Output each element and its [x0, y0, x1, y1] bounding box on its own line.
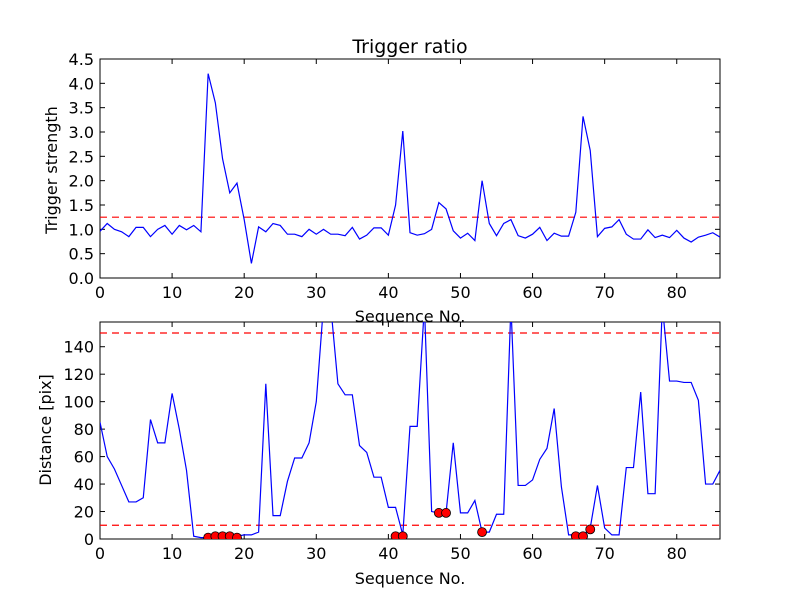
y-tick-label: 2.0	[69, 172, 94, 191]
x-tick-label: 10	[162, 283, 182, 302]
x-tick-label: 80	[667, 544, 687, 563]
data-marker	[477, 527, 487, 538]
x-axis-label: Sequence No.	[355, 569, 466, 588]
y-tick-label: 3.5	[69, 99, 94, 118]
y-tick-label: 0.0	[69, 269, 94, 288]
x-tick-label: 40	[378, 283, 398, 302]
y-tick-label: 60	[74, 448, 94, 467]
y-tick-label: 1.0	[69, 220, 94, 239]
y-tick-label: 40	[74, 475, 94, 494]
y-axis-label: Trigger strength	[42, 106, 61, 235]
data-marker	[232, 532, 242, 539]
plot2-frame	[99, 321, 721, 540]
y-tick-label: 3.0	[69, 123, 94, 142]
plot1-frame	[99, 58, 721, 279]
y-tick-label: 0	[84, 530, 94, 549]
x-tick-label: 20	[234, 283, 254, 302]
y-tick-label: 140	[63, 338, 94, 357]
x-tick-label: 0	[95, 283, 105, 302]
y-tick-label: 80	[74, 420, 94, 439]
data-marker	[585, 524, 596, 535]
y-tick-label: 4.5	[69, 50, 94, 69]
x-tick-label: 50	[450, 283, 470, 302]
y-tick-label: 20	[74, 503, 94, 522]
data-marker	[397, 531, 408, 539]
x-tick-label: 20	[234, 544, 254, 563]
x-tick-label: 60	[522, 544, 542, 563]
y-tick-label: 0.5	[69, 245, 94, 264]
x-axis-label: Sequence No.	[355, 307, 466, 326]
series-line	[100, 322, 720, 539]
chart-title: Trigger ratio	[351, 36, 467, 58]
data-marker	[578, 531, 588, 539]
y-tick-label: 4.0	[69, 74, 94, 93]
x-tick-label: 0	[95, 544, 105, 563]
y-tick-label: 2.5	[69, 147, 94, 166]
x-tick-label: 40	[378, 544, 398, 563]
x-tick-label: 70	[594, 544, 614, 563]
series-line	[100, 73, 720, 264]
x-tick-label: 30	[306, 544, 326, 563]
y-tick-label: 120	[63, 365, 94, 384]
y-axis-label: Distance [pix]	[36, 374, 55, 486]
distance-chart: Sequence No. Distance [pix] 0 10 20 30 40 50 6…	[36, 321, 721, 588]
x-tick-label: 80	[667, 283, 687, 302]
x-tick-label: 10	[162, 544, 182, 563]
x-tick-label: 50	[450, 544, 470, 563]
data-marker	[441, 508, 451, 518]
y-tick-label: 100	[63, 393, 94, 412]
y-tick-label: 1.5	[69, 196, 94, 215]
x-tick-label: 70	[594, 283, 614, 302]
trigger-ratio-chart: Trigger ratio Sequence No. Trigger stren…	[42, 36, 721, 326]
x-tick-label: 30	[306, 283, 326, 302]
x-tick-label: 60	[522, 283, 542, 302]
